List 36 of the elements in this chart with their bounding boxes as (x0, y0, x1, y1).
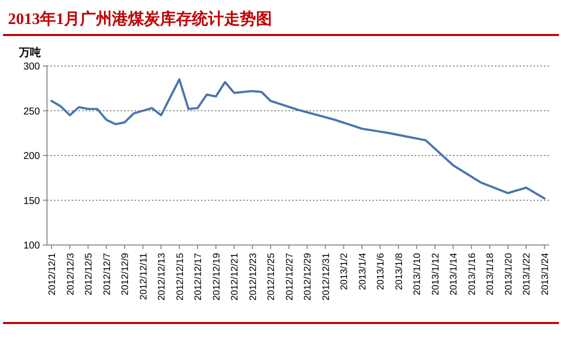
x-tick-label: 2013/1/18 (485, 253, 496, 296)
x-tick-label: 2013/1/16 (466, 253, 478, 296)
x-tick-label: 2013/1/12 (430, 253, 442, 296)
x-tick-label: 2013/1/22 (522, 253, 533, 296)
x-tick-label: 2013/1/20 (503, 253, 514, 296)
x-tick-label: 2012/12/1 (47, 253, 58, 296)
x-tick-label: 2012/12/15 (174, 253, 186, 301)
x-tick-label: 2012/12/19 (211, 253, 222, 301)
x-tick-label: 2012/12/31 (320, 253, 332, 301)
x-tick-label: 2012/12/21 (230, 253, 241, 301)
x-tick-label: 2013/1/14 (448, 253, 460, 296)
x-tick-label: 2013/1/4 (357, 253, 368, 290)
x-tick-label: 2012/12/17 (193, 253, 204, 301)
y-tick-label: 250 (23, 106, 40, 118)
x-tick-label: 2012/12/13 (156, 253, 168, 301)
y-tick-label: 150 (23, 196, 40, 207)
x-tick-label: 2012/12/25 (266, 253, 278, 301)
x-tick-label: 2013/1/6 (376, 253, 387, 290)
x-tick-label: 2012/12/7 (102, 253, 113, 296)
x-tick-label: 2012/12/5 (84, 253, 95, 296)
chart-title: 2013年1月广州港煤炭库存统计走势图 (8, 10, 272, 28)
y-tick-label: 300 (23, 62, 40, 72)
x-tick-label: 2012/12/27 (284, 253, 296, 301)
x-tick-label: 2012/12/11 (138, 253, 150, 300)
x-tick-label: 2012/12/23 (248, 253, 259, 301)
y-tick-label: 200 (23, 151, 40, 162)
y-tick-label: 100 (23, 240, 40, 252)
x-tick-label: 2013/1/2 (339, 253, 350, 290)
x-tick-label: 2013/1/8 (394, 253, 405, 290)
y-axis-title: 万吨 (18, 46, 41, 59)
x-tick-label: 2013/1/10 (412, 253, 424, 296)
x-tick-label: 2012/12/29 (302, 253, 314, 301)
x-tick-label: 2012/12/3 (65, 253, 76, 296)
line-series (50, 78, 546, 200)
x-tick-label: 2012/12/9 (120, 253, 132, 296)
x-tick-label: 2013/1/24 (540, 253, 551, 296)
